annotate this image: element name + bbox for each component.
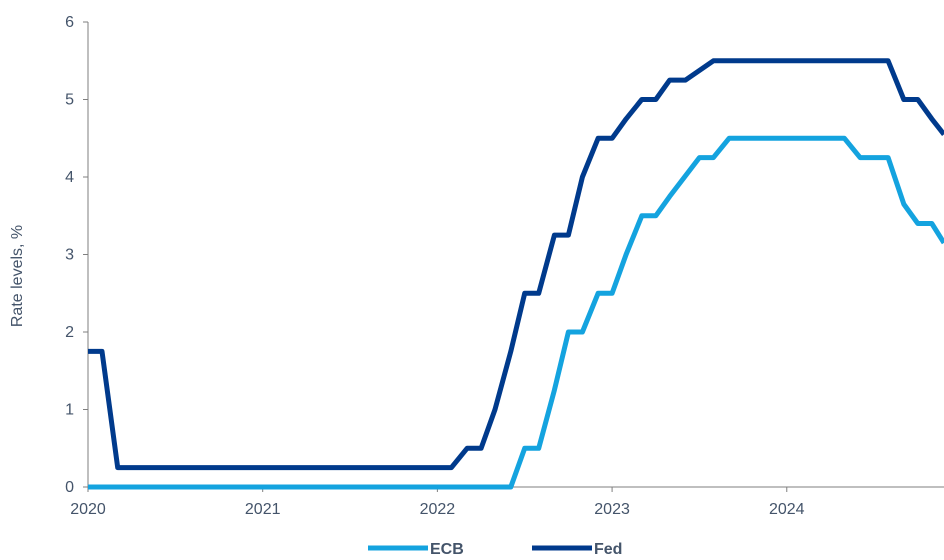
y-tick-label: 6 [65, 14, 74, 31]
x-ticks: 2020 2021 2022 2023 2024 [70, 487, 805, 518]
y-tick-label: 2 [65, 324, 74, 341]
y-axis-title: Rate levels, % [9, 225, 26, 327]
y-tick-label: 1 [65, 402, 74, 419]
x-tick-label: 2021 [245, 501, 281, 518]
axes [87, 22, 944, 488]
legend-label-ecb: ECB [430, 541, 464, 558]
x-tick-label: 2023 [594, 501, 630, 518]
y-tick-label: 0 [65, 479, 74, 496]
y-ticks: 0 1 2 3 4 5 6 [65, 14, 88, 496]
y-tick-label: 3 [65, 247, 74, 264]
y-tick-label: 4 [65, 169, 74, 186]
series-line-ecb [88, 135, 944, 490]
legend: ECB Fed [368, 541, 622, 558]
x-tick-label: 2022 [420, 501, 456, 518]
series-line-fed [88, 58, 944, 471]
x-tick-label: 2020 [70, 501, 106, 518]
legend-label-fed: Fed [594, 541, 622, 558]
series-lines [88, 58, 944, 490]
x-tick-label: 2024 [769, 501, 805, 518]
y-tick-label: 5 [65, 92, 74, 109]
